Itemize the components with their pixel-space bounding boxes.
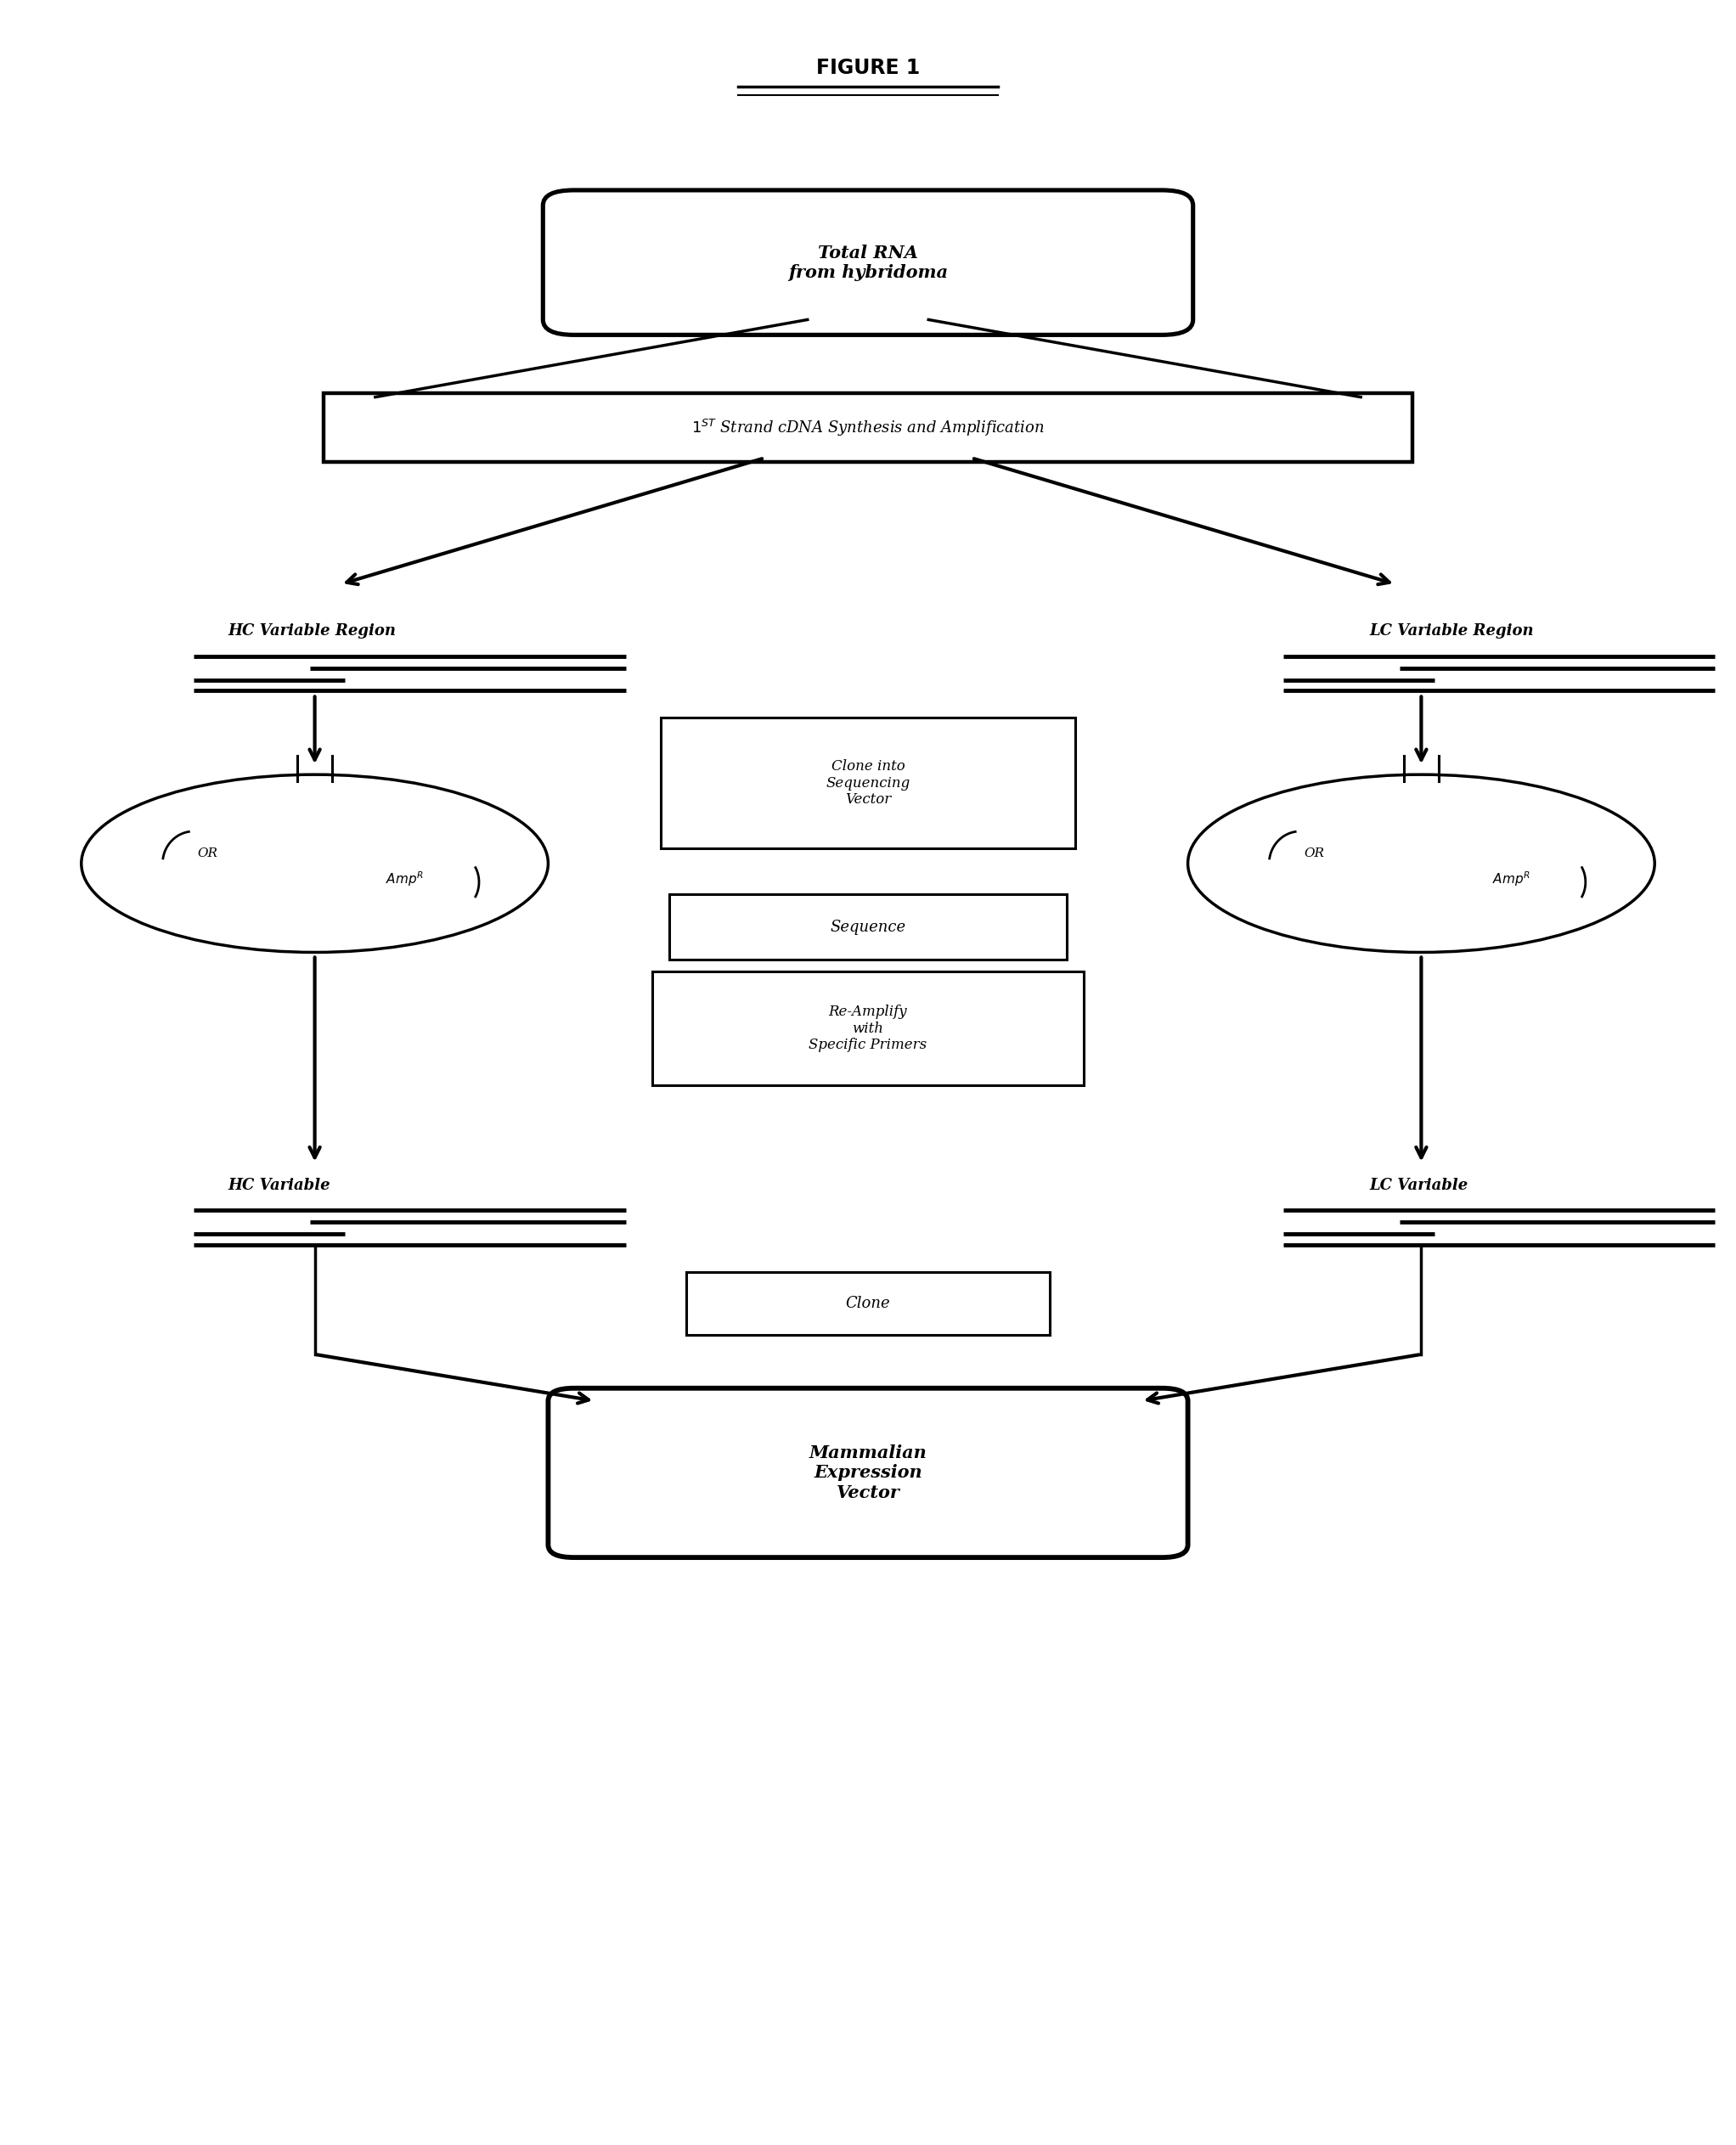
Text: OR: OR: [198, 847, 217, 860]
Text: Sequence: Sequence: [830, 920, 906, 935]
FancyBboxPatch shape: [668, 894, 1068, 961]
Text: Clone: Clone: [845, 1296, 891, 1311]
Text: Clone into
Sequencing
Vector: Clone into Sequencing Vector: [826, 759, 910, 807]
FancyBboxPatch shape: [653, 972, 1083, 1085]
Text: $1^{ST}$ Strand cDNA Synthesis and Amplification: $1^{ST}$ Strand cDNA Synthesis and Ampli…: [691, 418, 1045, 438]
Ellipse shape: [1187, 774, 1654, 952]
FancyBboxPatch shape: [686, 1272, 1050, 1336]
Text: OR: OR: [1304, 847, 1325, 860]
FancyBboxPatch shape: [323, 393, 1413, 463]
Text: LC Variable Region: LC Variable Region: [1370, 622, 1535, 639]
Text: Mammalian
Expression
Vector: Mammalian Expression Vector: [809, 1444, 927, 1502]
FancyBboxPatch shape: [660, 716, 1076, 849]
Text: Total RNA
from hybridoma: Total RNA from hybridoma: [788, 245, 948, 281]
Text: FIGURE 1: FIGURE 1: [816, 58, 920, 77]
Text: HC Variable: HC Variable: [229, 1178, 332, 1193]
FancyBboxPatch shape: [543, 191, 1193, 335]
Text: $Amp^R$: $Amp^R$: [385, 869, 424, 888]
Text: Re-Amplify
with
Specific Primers: Re-Amplify with Specific Primers: [809, 1004, 927, 1053]
Ellipse shape: [82, 774, 549, 952]
FancyBboxPatch shape: [549, 1388, 1187, 1557]
Text: HC Variable Region: HC Variable Region: [229, 622, 396, 639]
Text: LC Variable: LC Variable: [1370, 1178, 1469, 1193]
Text: $Amp^R$: $Amp^R$: [1493, 869, 1529, 888]
